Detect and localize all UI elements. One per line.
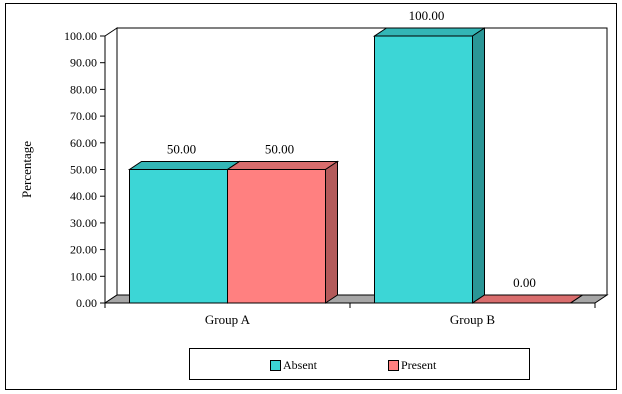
data-label: 100.00 (409, 8, 445, 23)
bar-present-2 (470, 294, 585, 304)
bar-top-face (225, 161, 340, 170)
data-label: 0.00 (513, 275, 536, 290)
y-tick-label: 70.00 (70, 109, 97, 123)
bar-absent-1 (127, 160, 242, 304)
y-tick-label: 50.00 (70, 163, 97, 177)
y-tick-label: 40.00 (70, 189, 97, 203)
legend-swatch-absent (270, 360, 281, 371)
bar-front-face (129, 169, 228, 304)
bar-side-face (570, 294, 583, 304)
bar-present-1 (225, 160, 340, 304)
legend-item-absent: Absent (270, 358, 317, 373)
x-tick-label: Group A (205, 312, 251, 327)
legend-label-present: Present (401, 358, 437, 372)
bar-top-face (470, 294, 585, 304)
side-wall (104, 27, 118, 304)
x-tick-label: Group B (450, 312, 495, 327)
data-label: 50.00 (265, 142, 294, 157)
y-axis-title: Percentage (19, 141, 34, 198)
bar-top-face (127, 161, 242, 170)
bar-top-face (372, 27, 487, 37)
legend-item-present: Present (388, 358, 436, 373)
data-label: 50.00 (167, 142, 196, 157)
y-tick-label: 100.00 (64, 29, 97, 43)
legend-label-absent: Absent (283, 358, 317, 372)
y-tick-label: 60.00 (70, 136, 97, 150)
y-tick-label: 10.00 (70, 269, 97, 283)
y-tick-label: 80.00 (70, 82, 97, 96)
bar-front-face (227, 169, 326, 304)
y-tick-label: 90.00 (70, 56, 97, 70)
bar-front-face (374, 35, 473, 304)
y-tick-label: 0.00 (76, 296, 97, 310)
legend: Absent Present (189, 348, 530, 380)
y-tick-label: 20.00 (70, 243, 97, 257)
y-tick-label: 30.00 (70, 216, 97, 230)
bar-absent-2 (372, 27, 487, 304)
bar-side-face (472, 27, 485, 304)
legend-swatch-present (388, 360, 399, 371)
bar-side-face (325, 160, 338, 304)
